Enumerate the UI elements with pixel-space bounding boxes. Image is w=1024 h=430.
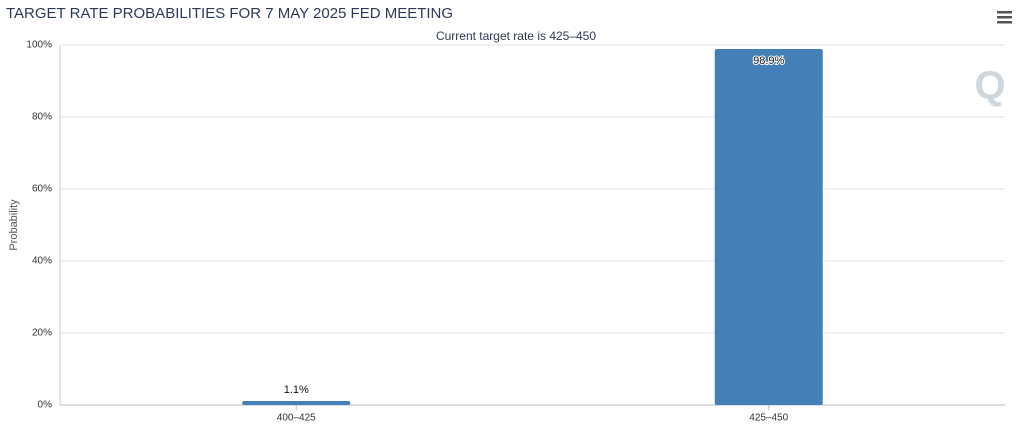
chart-title: TARGET RATE PROBABILITIES FOR 7 MAY 2025…	[6, 5, 453, 22]
y-tick-label: 80%	[32, 112, 52, 123]
menu-button[interactable]	[997, 11, 1012, 24]
y-tick-label: 100%	[26, 40, 52, 51]
value-label: 1.1%	[284, 384, 309, 396]
menu-bar	[997, 21, 1012, 24]
chart-subtitle: Current target rate is 425–450	[436, 29, 596, 43]
x-tick-label: 425–450	[749, 413, 788, 424]
bar	[242, 401, 351, 405]
menu-bar	[997, 16, 1012, 19]
value-label: 98.9%	[753, 55, 784, 67]
bar	[714, 48, 823, 406]
x-tick-label: 400–425	[277, 413, 316, 424]
y-tick-label: 40%	[32, 256, 52, 267]
y-tick-label: 20%	[32, 328, 52, 339]
menu-bar	[997, 11, 1012, 14]
y-tick-label: 60%	[32, 184, 52, 195]
y-axis-label: Probability	[8, 199, 20, 251]
watermark: Q	[974, 64, 1005, 108]
y-tick-label: 0%	[38, 400, 53, 411]
